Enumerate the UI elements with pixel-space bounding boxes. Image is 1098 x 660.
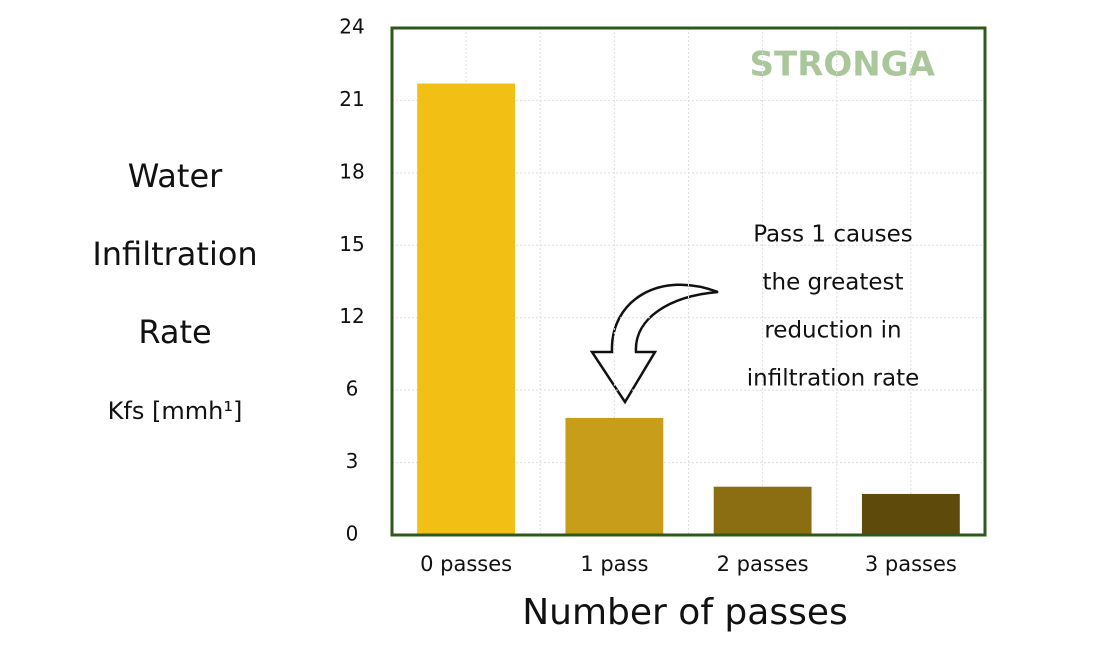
- annotation: the greatest: [762, 270, 903, 296]
- x-tick-label: 1 pass: [580, 552, 648, 576]
- bar: [565, 417, 664, 535]
- x-axis-title: Number of passes: [522, 592, 848, 633]
- y-axis-title: Infiltration: [92, 235, 257, 273]
- y-axis-title: Rate: [138, 313, 211, 351]
- x-tick-label: 2 passes: [717, 552, 809, 576]
- watermark: STRONGA: [750, 45, 936, 85]
- annotation: reduction in: [764, 318, 901, 344]
- y-tick-label: 15: [339, 232, 364, 256]
- y-tick-label: 0: [346, 522, 359, 546]
- y-tick-label: 12: [339, 304, 364, 328]
- bar: [861, 493, 960, 535]
- annotation: infiltration rate: [747, 366, 920, 392]
- y-tick-label: 24: [339, 15, 364, 39]
- y-tick-label: 18: [339, 159, 364, 183]
- y-tick-label: 3: [346, 449, 359, 473]
- plot-frame: [390, 26, 987, 537]
- x-tick-label: 3 passes: [865, 552, 957, 576]
- annotation-arrow: [589, 283, 719, 405]
- bar: [417, 83, 516, 536]
- y-tick-label: 21: [339, 87, 364, 111]
- annotation: Pass 1 causes: [753, 222, 913, 248]
- bar: [713, 486, 812, 535]
- x-tick-label: 0 passes: [420, 552, 512, 576]
- y-axis-title: Water: [128, 157, 223, 195]
- y-axis-title: Kfs [mmh¹]: [108, 397, 243, 425]
- y-tick-label: 6: [346, 377, 359, 401]
